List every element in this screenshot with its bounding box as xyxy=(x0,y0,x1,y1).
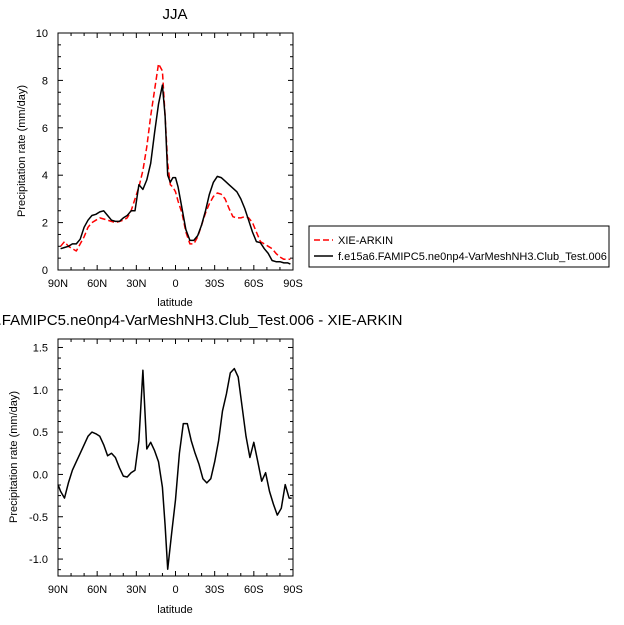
y-tick-label: 0.5 xyxy=(33,427,48,439)
legend-label-model: f.e15a6.FAMIPC5.ne0np4-VarMeshNH3.Club_T… xyxy=(338,251,607,263)
y-tick-label: 6 xyxy=(42,123,48,135)
legend-box xyxy=(308,225,610,268)
x-tick-label: 90N xyxy=(48,278,68,290)
y-tick-label: -0.5 xyxy=(29,512,48,524)
top-panel: JJA Precipitation rate (mm/day) latitude… xyxy=(16,6,303,309)
bottom-axis-ticks: 90N 60N 30N 0 30S 60S 90S -1.0 -0.5 0.0 0.5 1.0 1.5 xyxy=(29,339,303,596)
x-tick-label: 90S xyxy=(283,584,303,596)
x-tick-label: 60S xyxy=(244,278,264,290)
bottom-chart-xlabel: latitude xyxy=(157,604,192,616)
x-tick-label: 30N xyxy=(126,584,146,596)
series-line-0-1 xyxy=(60,84,291,265)
y-tick-label: 1.0 xyxy=(33,385,48,397)
series-line-0-0 xyxy=(60,63,291,261)
x-tick-label: 60N xyxy=(87,278,107,290)
x-tick-label: 0 xyxy=(172,584,178,596)
bottom-panel: f.e15a6.FAMIPC5.ne0np4-VarMeshNH3.Club_T… xyxy=(0,312,402,616)
y-tick-label: 4 xyxy=(42,170,48,182)
x-tick-label: 90N xyxy=(48,584,68,596)
x-tick-label: 90S xyxy=(283,278,303,290)
top-axis-ticks: 90N 60N 30N 0 30S 60S 90S 0 2 4 6 8 10 xyxy=(36,28,303,290)
legend-label-xie-arkin: XIE-ARKIN xyxy=(338,235,393,247)
top-series-lines xyxy=(60,63,291,265)
top-chart-ylabel: Precipitation rate (mm/day) xyxy=(16,85,28,217)
top-chart-xlabel: latitude xyxy=(157,297,192,309)
y-tick-label: 0 xyxy=(42,265,48,277)
x-tick-label: 0 xyxy=(172,278,178,290)
y-tick-label: 1.5 xyxy=(33,342,48,354)
series-line-1-0 xyxy=(57,367,292,570)
y-tick-label: 2 xyxy=(42,218,48,230)
x-tick-label: 60S xyxy=(244,584,264,596)
x-tick-label: 60N xyxy=(87,584,107,596)
top-chart-legend: XIE-ARKIN f.e15a6.FAMIPC5.ne0np4-VarMesh… xyxy=(308,225,610,268)
x-tick-label: 30S xyxy=(205,278,225,290)
y-tick-label: -1.0 xyxy=(29,554,48,566)
bottom-chart-ylabel: Precipitation rate (mm/day) xyxy=(8,391,20,523)
bottom-plot-frame xyxy=(57,338,294,577)
x-tick-label: 30S xyxy=(205,584,225,596)
bottom-chart-title: f.e15a6.FAMIPC5.ne0np4-VarMeshNH3.Club_T… xyxy=(0,312,402,329)
y-tick-label: 0.0 xyxy=(33,469,48,481)
top-chart-title: JJA xyxy=(162,6,187,23)
y-tick-label: 8 xyxy=(42,75,48,87)
y-tick-label: 10 xyxy=(36,28,48,40)
bottom-series-lines xyxy=(57,367,292,570)
x-tick-label: 30N xyxy=(126,278,146,290)
